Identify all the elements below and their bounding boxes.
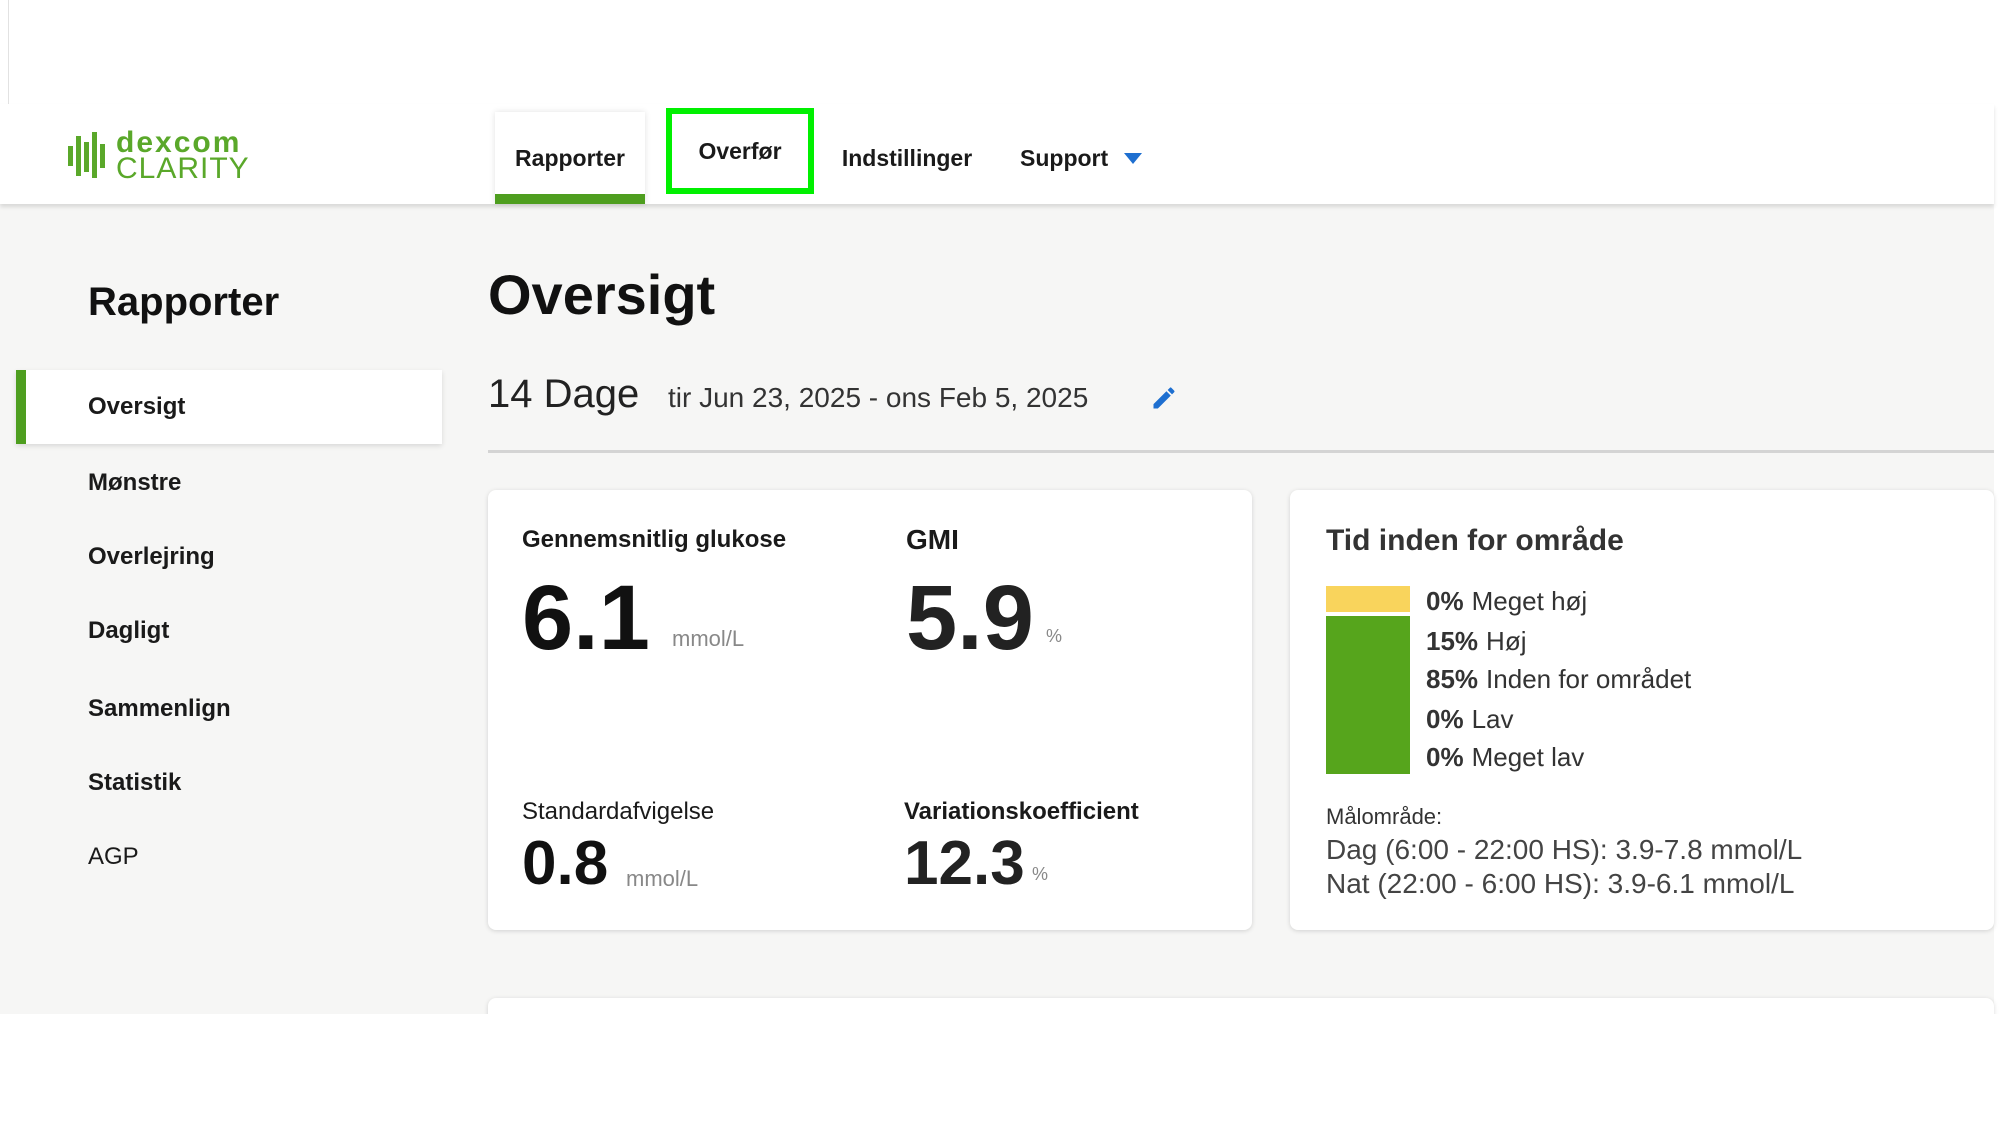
tir-row-very-low: 0% Meget lav (1426, 742, 1584, 773)
sidebar-item-label: AGP (88, 843, 139, 870)
tir-row-high: 15% Høj (1426, 626, 1526, 657)
pencil-icon[interactable] (1150, 384, 1178, 412)
gmi-label: GMI (906, 524, 959, 555)
tir-segment-in-range (1326, 616, 1410, 774)
cv-unit: % (1032, 864, 1049, 884)
cv-value: 12.3 (904, 829, 1025, 898)
date-range-days: 14 Dage (488, 372, 640, 416)
tir-row-pct: 0% (1426, 586, 1464, 616)
tir-row-label: Meget høj (1471, 586, 1588, 616)
tir-row-very-high: 0% Meget høj (1426, 586, 1587, 617)
sidebar-item-label: Oversigt (88, 393, 186, 420)
sidebar-item-label: Sammenlign (88, 695, 231, 722)
tir-row-pct: 0% (1426, 742, 1464, 772)
tir-row-in-range: 85% Inden for området (1426, 664, 1691, 695)
tir-row-label: Inden for området (1486, 664, 1692, 694)
logo-bars-icon (68, 132, 105, 178)
sidebar-item-label: Statistik (88, 769, 182, 796)
tab-rapporter[interactable]: Rapporter (495, 112, 645, 204)
tir-row-label: Lav (1471, 704, 1514, 734)
tab-support-label: Support (1020, 144, 1109, 171)
header-divider (488, 450, 1994, 453)
target-range-day: Dag (6:00 - 22:00 HS): 3.9-7.8 mmol/L (1326, 834, 1803, 865)
window-edge (0, 0, 9, 104)
sidebar-item-overlejring[interactable]: Overlejring (16, 520, 442, 594)
tir-row-label: Meget lav (1471, 742, 1585, 772)
caret-down-icon[interactable] (1124, 152, 1143, 164)
tab-overfor-label: Overfør (698, 137, 782, 164)
tab-indstillinger-label: Indstillinger (841, 144, 973, 171)
sidebar-item-label: Overlejring (88, 543, 215, 570)
avg-glucose-label: Gennemsnitlig glukose (522, 526, 787, 553)
dexcom-clarity-logo[interactable]: dexcom CLARITY (68, 126, 249, 185)
glucose-stats-card: Gennemsnitlig glukose 6.1 mmol/L GMI 5.9… (488, 490, 1252, 930)
sidebar-item-oversigt[interactable]: Oversigt (16, 370, 442, 444)
sidebar-item-agp[interactable]: AGP (16, 820, 442, 894)
time-in-range-card: Tid inden for område 0% Meget høj 15% Høj … (1290, 490, 1994, 930)
top-header: dexcom CLARITY Rapporter Overfør Indstil… (0, 104, 1994, 204)
logo-wordmark-clarity: CLARITY (116, 152, 250, 185)
gmi-value: 5.9 (906, 567, 1034, 669)
tir-stacked-bar (1326, 586, 1410, 774)
tir-segment-high (1326, 586, 1410, 612)
date-range-dates: tir Jun 23, 2025 - ons Feb 5, 2025 (668, 382, 1089, 413)
target-range-label: Målområde: (1326, 804, 1443, 829)
sidebar-item-sammenlign[interactable]: Sammenlign (16, 672, 442, 746)
tir-row-low: 0% Lav (1426, 704, 1514, 735)
tir-row-pct: 85% (1426, 664, 1479, 694)
sidebar-item-label: Dagligt (88, 617, 170, 644)
std-dev-unit: mmol/L (626, 866, 699, 891)
logo-wordmark-dexcom: dexcom (116, 126, 242, 159)
tir-title: Tid inden for område (1326, 524, 1624, 557)
std-dev-label: Standardafvigelse (522, 798, 715, 825)
gmi-unit: % (1046, 626, 1063, 646)
tir-row-label: Høj (1486, 626, 1527, 656)
page-bottom-blank (0, 1014, 2000, 1137)
avg-glucose-value: 6.1 (522, 567, 650, 669)
sidebar-heading: Rapporter (88, 280, 280, 324)
cv-label: Variationskoefficient (904, 798, 1139, 825)
avg-glucose-unit: mmol/L (672, 626, 745, 651)
active-tab-indicator (495, 194, 645, 204)
target-range-night: Nat (22:00 - 6:00 HS): 3.9-6.1 mmol/L (1326, 868, 1795, 899)
sidebar-item-label: Mønstre (88, 469, 182, 496)
page-title: Oversigt (488, 263, 716, 326)
tir-row-pct: 15% (1426, 626, 1479, 656)
sidebar-item-statistik[interactable]: Statistik (16, 746, 442, 820)
tab-rapporter-label: Rapporter (515, 144, 625, 171)
tab-support[interactable]: Support (1020, 112, 1170, 204)
sidebar-item-dagligt[interactable]: Dagligt (16, 594, 442, 668)
tab-indstillinger[interactable]: Indstillinger (832, 112, 982, 204)
std-dev-value: 0.8 (522, 829, 609, 898)
sidebar-item-monstre[interactable]: Mønstre (16, 446, 442, 520)
tir-row-pct: 0% (1426, 704, 1464, 734)
tab-overfor[interactable]: Overfør (666, 108, 814, 194)
